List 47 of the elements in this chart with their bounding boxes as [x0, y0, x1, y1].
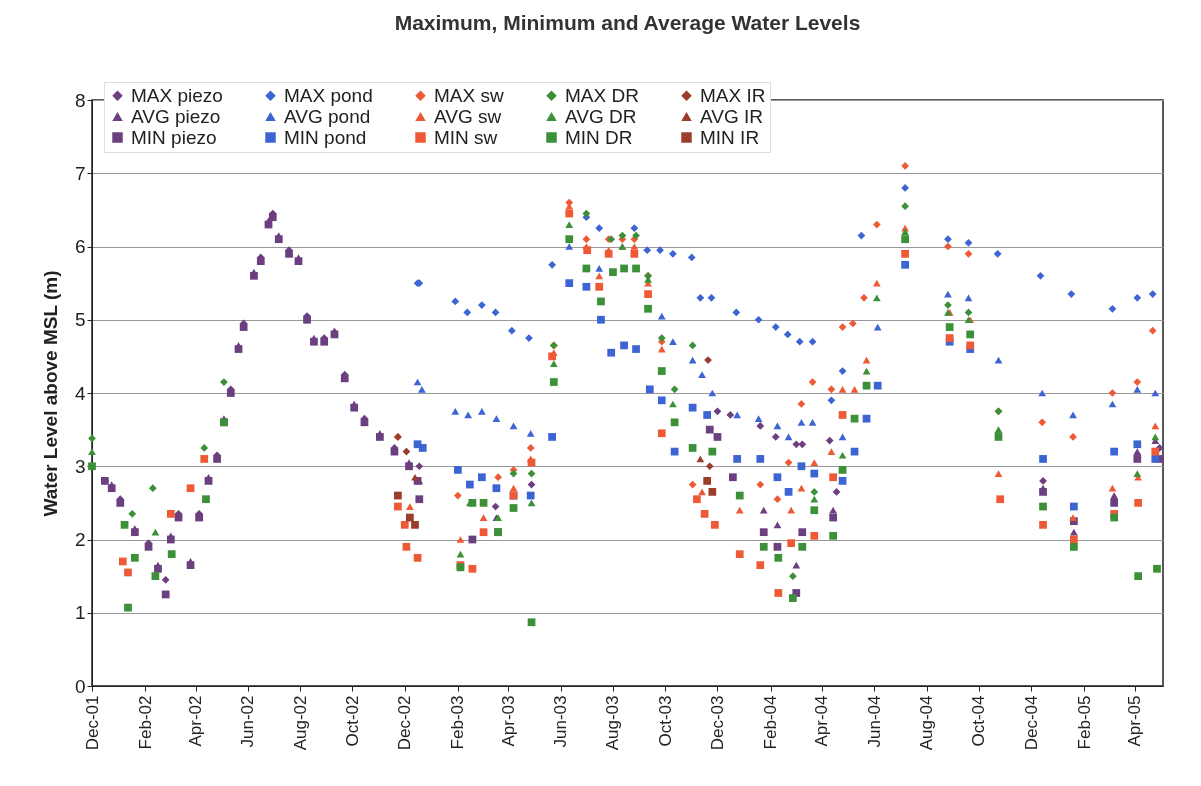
- legend-label: MIN IR: [700, 126, 760, 148]
- x-tick-label: Oct-02: [342, 695, 362, 747]
- x-tick-label: Feb-02: [135, 695, 155, 750]
- y-tick-label: 0: [74, 675, 86, 697]
- x-tick-label: Apr-03: [498, 695, 518, 747]
- legend-label: MIN sw: [434, 126, 498, 148]
- x-tick-label: Oct-04: [969, 695, 989, 747]
- x-tick-label: Apr-05: [1125, 695, 1145, 747]
- legend-label: MAX DR: [565, 84, 639, 106]
- legend-label: MIN DR: [565, 126, 633, 148]
- legend-label: MAX pond: [284, 84, 373, 106]
- x-tick-label: Dec-01: [82, 695, 102, 751]
- legend-label: MIN piezo: [131, 126, 217, 148]
- legend-label: AVG sw: [434, 105, 502, 127]
- y-tick-label: 5: [74, 309, 86, 331]
- y-tick-label: 3: [74, 455, 86, 477]
- chart-title: Maximum, Minimum and Average Water Levels: [394, 10, 861, 34]
- y-tick-label: 7: [74, 162, 86, 184]
- legend-label: MAX IR: [700, 84, 766, 106]
- x-tick-label: Jun-03: [551, 695, 571, 748]
- x-tick-label: Aug-03: [603, 695, 623, 751]
- y-tick-label: 6: [74, 236, 86, 257]
- x-tick-label: Aug-02: [290, 695, 310, 751]
- y-tick-label: 2: [74, 529, 86, 550]
- x-tick-label: Dec-04: [1021, 695, 1041, 751]
- legend-label: AVG DR: [565, 105, 637, 127]
- x-tick-label: Dec-02: [395, 695, 415, 751]
- x-tick-label: Apr-02: [186, 695, 206, 747]
- x-tick-label: Dec-03: [707, 695, 727, 751]
- x-tick-label: Feb-05: [1074, 695, 1094, 750]
- legend-label: AVG pond: [284, 105, 371, 127]
- legend-label: MIN pond: [284, 126, 367, 148]
- x-tick-label: Jun-02: [238, 695, 258, 748]
- y-tick-label: 1: [74, 602, 86, 624]
- y-tick-label: 4: [74, 382, 86, 404]
- legend-label: MAX piezo: [131, 84, 223, 106]
- x-tick-label: Oct-03: [655, 695, 675, 747]
- legend-label: AVG piezo: [131, 105, 221, 127]
- x-tick-label: Apr-04: [812, 695, 832, 747]
- x-tick-label: Aug-04: [917, 695, 937, 751]
- x-tick-label: Jun-04: [864, 695, 884, 748]
- legend-label: AVG IR: [700, 105, 763, 127]
- x-tick-label: Feb-04: [761, 695, 781, 750]
- y-tick-label: 8: [74, 89, 86, 111]
- y-axis-title: Water Level above MSL (m): [39, 270, 61, 517]
- legend-label: MAX sw: [434, 84, 504, 106]
- x-tick-label: Feb-03: [448, 695, 468, 750]
